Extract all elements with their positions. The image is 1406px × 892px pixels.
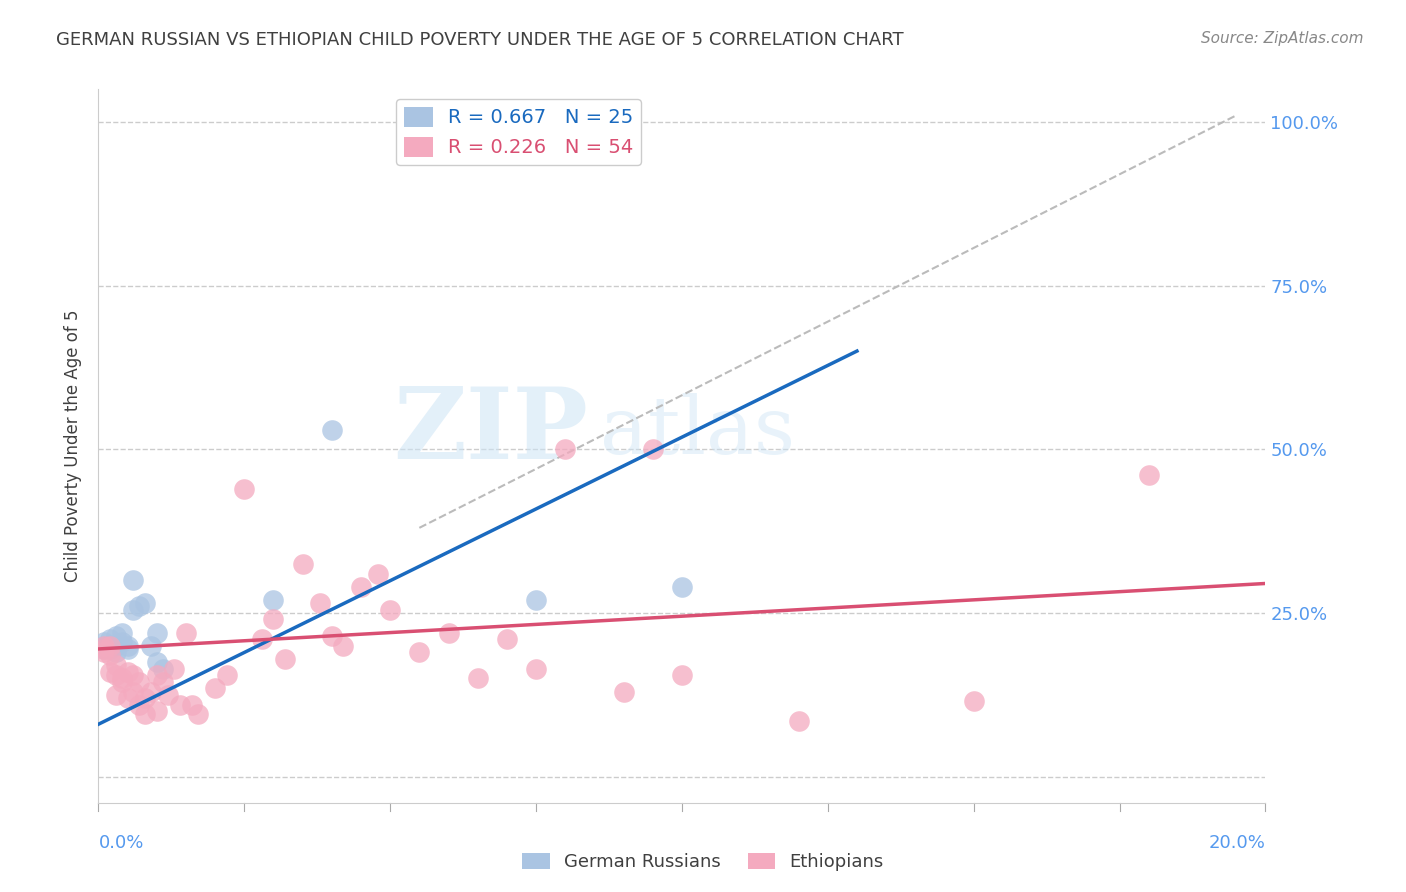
Point xyxy=(93,642,115,657)
Point xyxy=(117,642,139,657)
Point xyxy=(612,684,634,698)
Point xyxy=(187,707,209,722)
Point xyxy=(98,665,121,679)
Point xyxy=(122,668,145,682)
Point xyxy=(98,648,121,663)
Point xyxy=(350,580,373,594)
Point xyxy=(128,674,150,689)
Point xyxy=(163,662,186,676)
Point xyxy=(128,698,150,712)
Legend: German Russians, Ethiopians: German Russians, Ethiopians xyxy=(515,846,891,879)
Point xyxy=(111,674,134,689)
Y-axis label: Child Poverty Under the Age of 5: Child Poverty Under the Age of 5 xyxy=(65,310,83,582)
Point xyxy=(378,602,402,616)
Point xyxy=(93,645,115,659)
Point xyxy=(93,642,115,657)
Point xyxy=(169,698,191,712)
Point xyxy=(215,668,238,682)
Legend: R = 0.667   N = 25, R = 0.226   N = 54: R = 0.667 N = 25, R = 0.226 N = 54 xyxy=(395,99,641,165)
Point xyxy=(437,625,460,640)
Point xyxy=(671,580,693,594)
Point xyxy=(152,662,174,676)
Point xyxy=(250,632,273,647)
Point xyxy=(122,602,145,616)
Point xyxy=(495,632,517,647)
Point xyxy=(111,672,134,686)
Point xyxy=(117,639,139,653)
Text: 0.0%: 0.0% xyxy=(98,834,143,852)
Point xyxy=(321,629,343,643)
Point xyxy=(524,662,547,676)
Text: GERMAN RUSSIAN VS ETHIOPIAN CHILD POVERTY UNDER THE AGE OF 5 CORRELATION CHART: GERMAN RUSSIAN VS ETHIOPIAN CHILD POVERT… xyxy=(56,31,904,49)
Point xyxy=(93,635,115,649)
Point xyxy=(332,639,354,653)
Point xyxy=(524,592,547,607)
Point xyxy=(146,704,169,718)
Point xyxy=(157,688,180,702)
Point xyxy=(117,665,139,679)
Point xyxy=(174,625,197,640)
Point xyxy=(104,668,127,682)
Point xyxy=(408,645,430,659)
Point xyxy=(367,566,389,581)
Point xyxy=(111,625,134,640)
Point xyxy=(554,442,576,457)
Point xyxy=(262,592,284,607)
Text: ZIP: ZIP xyxy=(394,384,589,480)
Point xyxy=(98,642,121,657)
Text: Source: ZipAtlas.com: Source: ZipAtlas.com xyxy=(1201,31,1364,46)
Point xyxy=(122,684,145,698)
Point xyxy=(93,639,115,653)
Point xyxy=(134,596,156,610)
Point xyxy=(467,672,489,686)
Point xyxy=(122,573,145,587)
Point xyxy=(93,639,115,653)
Point xyxy=(146,668,169,682)
Point xyxy=(291,557,314,571)
Point xyxy=(233,482,256,496)
Point xyxy=(104,645,127,659)
Point xyxy=(134,691,156,706)
Point xyxy=(104,688,127,702)
Point xyxy=(104,658,127,673)
Point xyxy=(641,442,664,457)
Text: atlas: atlas xyxy=(600,392,796,471)
Point xyxy=(962,694,984,708)
Text: 20.0%: 20.0% xyxy=(1209,834,1265,852)
Point xyxy=(321,423,343,437)
Point xyxy=(98,639,121,653)
Point xyxy=(180,698,202,712)
Point xyxy=(98,639,121,653)
Point xyxy=(152,674,174,689)
Point xyxy=(111,635,134,649)
Point xyxy=(274,652,297,666)
Point xyxy=(98,632,121,647)
Point xyxy=(787,714,810,728)
Point xyxy=(117,691,139,706)
Point xyxy=(134,707,156,722)
Point xyxy=(104,639,127,653)
Point xyxy=(309,596,332,610)
Point xyxy=(139,684,162,698)
Point xyxy=(146,625,169,640)
Point xyxy=(146,655,169,669)
Point xyxy=(128,599,150,614)
Point xyxy=(139,639,162,653)
Point xyxy=(1137,468,1160,483)
Point xyxy=(204,681,226,696)
Point xyxy=(671,668,693,682)
Point xyxy=(262,612,284,626)
Point xyxy=(104,629,127,643)
